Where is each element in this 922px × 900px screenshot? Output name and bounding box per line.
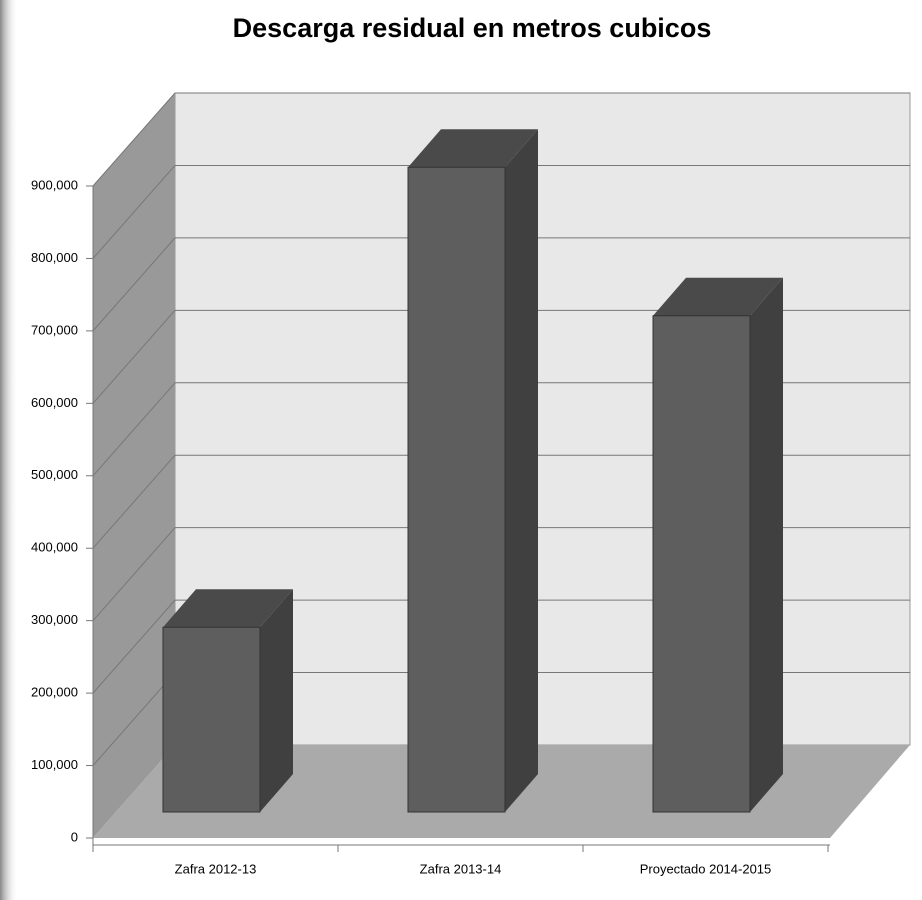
grid-line [92, 527, 176, 621]
grid-line [92, 599, 176, 694]
bar [162, 626, 261, 813]
side-wall [93, 93, 175, 838]
grid-line [92, 382, 176, 477]
grid-line [92, 454, 176, 549]
grid-line [92, 310, 176, 404]
grid-line [92, 165, 176, 259]
y-tick-label: 900,000 [31, 177, 78, 192]
y-tick-label: 0 [71, 829, 78, 844]
bar-side [750, 277, 783, 812]
grid-line [92, 92, 176, 187]
bar-top [653, 277, 783, 316]
x-tick-label: Zafra 2012-13 [175, 861, 257, 876]
y-tick-label: 100,000 [31, 757, 78, 772]
bar [652, 315, 751, 813]
y-tick-label: 200,000 [31, 685, 78, 700]
chart-title: Descarga residual en metros cubicos [233, 13, 712, 43]
y-tick-label: 300,000 [31, 612, 78, 627]
bar-side [505, 129, 538, 812]
bar-side [260, 589, 293, 812]
bar-top [163, 589, 293, 628]
x-tick-label: Zafra 2013-14 [420, 861, 502, 876]
bar [407, 166, 506, 813]
bar-top [408, 129, 538, 168]
y-tick-label: 400,000 [31, 540, 78, 555]
x-tick-label: Proyectado 2014-2015 [640, 861, 772, 876]
y-tick-label: 700,000 [31, 322, 78, 337]
y-tick-label: 600,000 [31, 395, 78, 410]
grid-line [92, 672, 176, 766]
y-tick-label: 500,000 [31, 467, 78, 482]
frame-shadow [0, 0, 18, 900]
y-tick-label: 800,000 [31, 250, 78, 265]
grid-line [92, 237, 176, 332]
